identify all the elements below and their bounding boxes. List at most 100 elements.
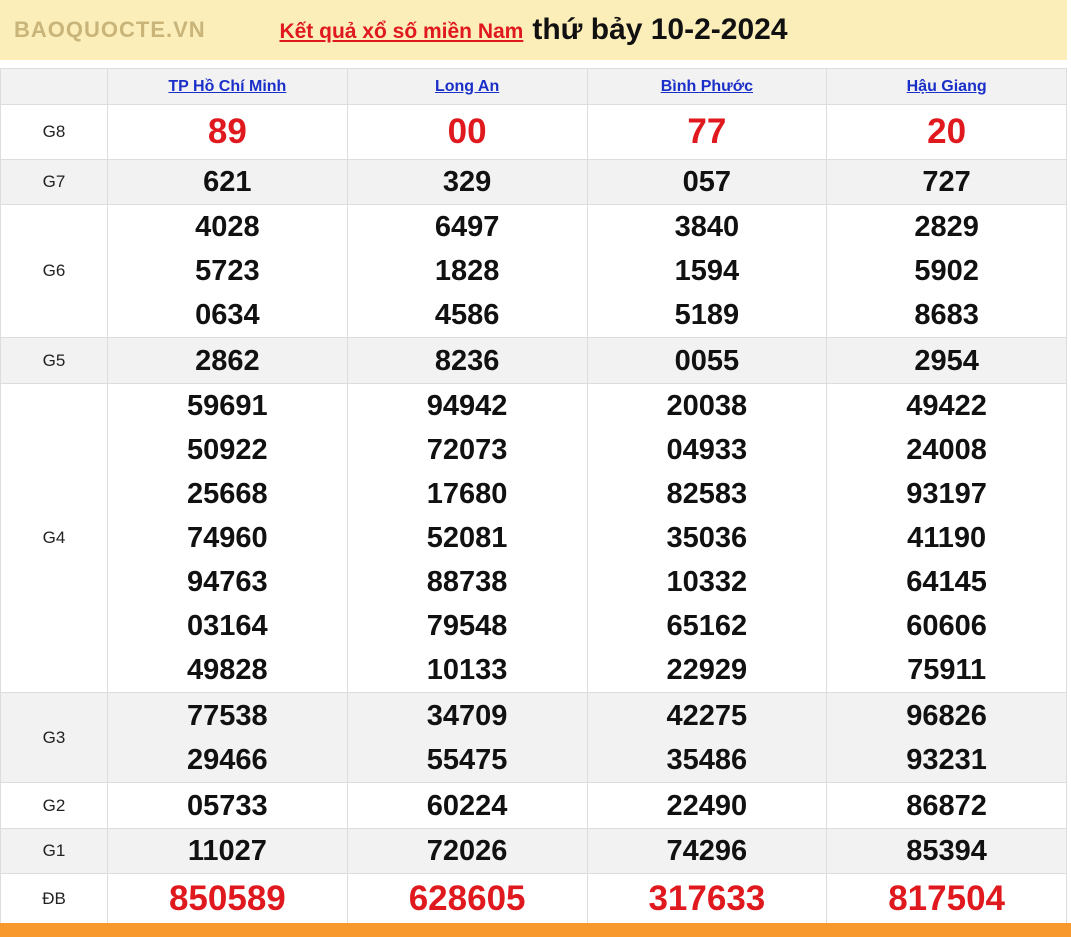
result-cell: 96826 93231	[826, 692, 1067, 783]
winning-number: 85394	[906, 835, 987, 867]
result-cell: 8236	[346, 337, 588, 384]
winning-number: 05733	[187, 789, 268, 822]
footer-bar	[0, 923, 1071, 937]
winning-number: 29466	[187, 743, 268, 776]
result-cell: 4028 5723 0634	[107, 204, 348, 338]
winning-number: 65162	[666, 610, 748, 642]
winning-number: 72026	[426, 835, 508, 867]
prize-row-4: G4 59691 50922 25668 74960 94763 03164 49828 949…	[0, 383, 1067, 693]
result-cell: 20	[826, 104, 1067, 160]
result-cell: 817504	[826, 873, 1067, 924]
result-cell: 05733	[107, 782, 348, 829]
province-link[interactable]: Hậu Giang	[906, 77, 987, 95]
result-cell: 74296	[586, 828, 828, 874]
winning-number: 4028	[195, 211, 260, 243]
winning-number: 5902	[914, 255, 979, 287]
winning-number: 057	[682, 166, 732, 198]
winning-number: 2954	[914, 344, 979, 377]
winning-number: 74960	[187, 522, 268, 554]
result-cell: 86872	[826, 782, 1067, 829]
result-cell: 72026	[346, 828, 588, 874]
winning-number: 82583	[666, 478, 748, 510]
winning-number: 77538	[187, 699, 268, 732]
prize-row-0: G8 89 00 77 20	[0, 104, 1067, 160]
draw-date: thứ bảy 10-2-2024	[532, 13, 788, 46]
result-cell: 59691 50922 25668 74960 94763 03164 49828	[107, 383, 348, 693]
winning-number: 74296	[666, 835, 748, 867]
result-cell: 60224	[346, 782, 588, 829]
winning-number: 93197	[906, 478, 987, 510]
winning-number: 11027	[187, 835, 267, 867]
result-cell: 42275 35486	[586, 692, 828, 783]
result-cell: 49422 24008 93197 41190 64145 60606 75911	[826, 383, 1067, 693]
winning-number: 17680	[426, 478, 508, 510]
result-cell: 77	[586, 104, 828, 160]
winning-number: 22490	[666, 789, 748, 822]
winning-number: 59691	[187, 390, 268, 422]
result-cell: 3840 1594 5189	[586, 204, 828, 338]
winning-number: 8236	[434, 344, 500, 377]
winning-number: 34709	[426, 699, 508, 732]
winning-number: 8683	[914, 299, 979, 331]
province-link[interactable]: Long An	[434, 77, 500, 95]
result-cell: 85394	[826, 828, 1067, 874]
prize-label: G6	[0, 204, 108, 338]
prize-row-1: G7 621 329 057 727	[0, 159, 1067, 205]
winning-number: 35036	[666, 522, 748, 554]
watermark: BAOQUOCTE.VN	[14, 17, 206, 42]
result-cell: 628605	[346, 873, 588, 924]
winning-number: 03164	[187, 610, 268, 642]
prize-row-8: ĐB 850589 628605 317633 817504	[0, 873, 1067, 924]
prize-label: G1	[0, 828, 108, 874]
province-link[interactable]: TP Hồ Chí Minh	[168, 77, 287, 95]
winning-number: 04933	[666, 434, 748, 466]
winning-number: 20	[927, 112, 967, 151]
winning-number: 0055	[674, 344, 740, 377]
result-cell: 77538 29466	[107, 692, 348, 783]
winning-number: 75911	[907, 654, 987, 686]
winning-number: 1594	[674, 255, 740, 287]
winning-number: 817504	[888, 878, 1006, 918]
winning-number: 317633	[648, 878, 766, 918]
result-cell: 850589	[107, 873, 348, 924]
winning-number: 41190	[907, 522, 987, 554]
province-header: Long An	[346, 68, 588, 105]
result-cell: 621	[107, 159, 348, 205]
winning-number: 86872	[906, 789, 987, 822]
result-cell: 2829 5902 8683	[826, 204, 1067, 338]
winning-number: 60606	[906, 610, 987, 642]
prize-header-cell	[0, 68, 108, 105]
result-cell: 329	[346, 159, 588, 205]
result-cell: 34709 55475	[346, 692, 588, 783]
winning-number: 52081	[426, 522, 508, 554]
result-cell: 727	[826, 159, 1067, 205]
result-cell: 89	[107, 104, 348, 160]
prize-label: G3	[0, 692, 108, 783]
winning-number: 96826	[906, 699, 987, 732]
header-row: TP Hồ Chí Minh Long An Bình Phước Hậu Giang	[0, 68, 1067, 105]
prize-label: G8	[0, 104, 108, 160]
province-header: Bình Phước	[586, 68, 828, 105]
winning-number: 22929	[666, 654, 748, 686]
winning-number: 10332	[666, 566, 748, 598]
winning-number: 93231	[906, 743, 987, 776]
title-banner: Kết quả xổ số miền Nam thứ bảy 10-2-2024	[0, 0, 1067, 60]
winning-number: 49828	[187, 654, 268, 686]
winning-number: 20038	[666, 390, 748, 422]
result-cell: 057	[586, 159, 828, 205]
prize-row-7: G1 11027 72026 74296 85394	[0, 828, 1067, 874]
winning-number: 50922	[187, 434, 268, 466]
province-header: Hậu Giang	[826, 68, 1067, 105]
results-link[interactable]: Kết quả xổ số miền Nam	[279, 20, 524, 43]
prize-row-3: G5 2862 8236 0055 2954	[0, 337, 1067, 384]
result-cell: 94942 72073 17680 52081 88738 79548 10133	[346, 383, 588, 693]
results-table: TP Hồ Chí Minh Long An Bình Phước Hậu Giang…	[0, 68, 1067, 924]
winning-number: 4586	[434, 299, 500, 331]
prize-label: G7	[0, 159, 108, 205]
winning-number: 5723	[195, 255, 260, 287]
winning-number: 64145	[906, 566, 987, 598]
prize-label: ĐB	[0, 873, 108, 924]
province-link[interactable]: Bình Phước	[660, 77, 754, 95]
winning-number: 88738	[426, 566, 508, 598]
result-cell: 20038 04933 82583 35036 10332 65162 22929	[586, 383, 828, 693]
